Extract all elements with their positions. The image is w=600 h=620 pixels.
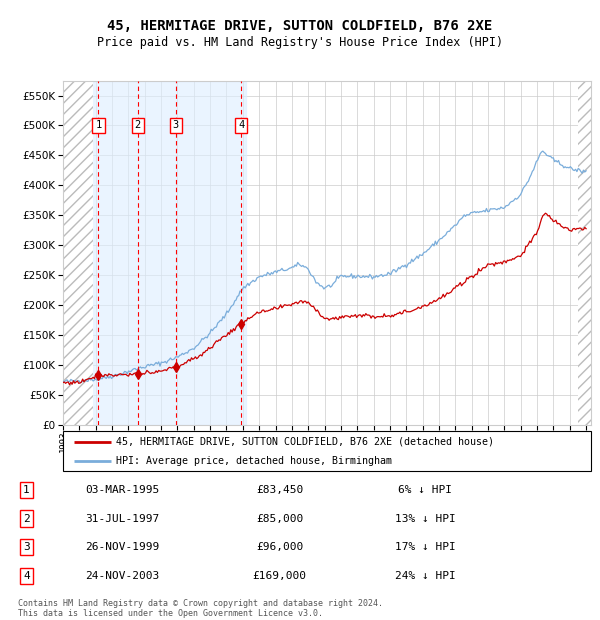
Text: 03-MAR-1995: 03-MAR-1995 bbox=[85, 485, 160, 495]
Text: 1: 1 bbox=[95, 120, 101, 130]
Text: £96,000: £96,000 bbox=[256, 542, 304, 552]
Text: £83,450: £83,450 bbox=[256, 485, 304, 495]
FancyBboxPatch shape bbox=[63, 431, 591, 471]
Text: Price paid vs. HM Land Registry's House Price Index (HPI): Price paid vs. HM Land Registry's House … bbox=[97, 36, 503, 48]
Text: Contains HM Land Registry data © Crown copyright and database right 2024.
This d: Contains HM Land Registry data © Crown c… bbox=[18, 599, 383, 618]
Text: 31-JUL-1997: 31-JUL-1997 bbox=[85, 513, 160, 523]
Bar bbox=[63, 81, 93, 425]
Text: 1: 1 bbox=[23, 485, 30, 495]
Bar bbox=[63, 81, 245, 425]
Text: £169,000: £169,000 bbox=[253, 571, 307, 581]
Text: HPI: Average price, detached house, Birmingham: HPI: Average price, detached house, Birm… bbox=[116, 456, 392, 466]
Text: 13% ↓ HPI: 13% ↓ HPI bbox=[395, 513, 455, 523]
Text: 24% ↓ HPI: 24% ↓ HPI bbox=[395, 571, 455, 581]
Text: 4: 4 bbox=[238, 120, 244, 130]
Text: 24-NOV-2003: 24-NOV-2003 bbox=[85, 571, 160, 581]
Bar bbox=[578, 81, 591, 425]
Text: 4: 4 bbox=[23, 571, 30, 581]
Text: £85,000: £85,000 bbox=[256, 513, 304, 523]
Text: 2: 2 bbox=[135, 120, 141, 130]
Text: 3: 3 bbox=[173, 120, 179, 130]
Text: 3: 3 bbox=[23, 542, 30, 552]
Text: 45, HERMITAGE DRIVE, SUTTON COLDFIELD, B76 2XE: 45, HERMITAGE DRIVE, SUTTON COLDFIELD, B… bbox=[107, 19, 493, 33]
Text: 45, HERMITAGE DRIVE, SUTTON COLDFIELD, B76 2XE (detached house): 45, HERMITAGE DRIVE, SUTTON COLDFIELD, B… bbox=[116, 436, 494, 447]
Text: 26-NOV-1999: 26-NOV-1999 bbox=[85, 542, 160, 552]
Text: 2: 2 bbox=[23, 513, 30, 523]
Text: 6% ↓ HPI: 6% ↓ HPI bbox=[398, 485, 452, 495]
Text: 17% ↓ HPI: 17% ↓ HPI bbox=[395, 542, 455, 552]
